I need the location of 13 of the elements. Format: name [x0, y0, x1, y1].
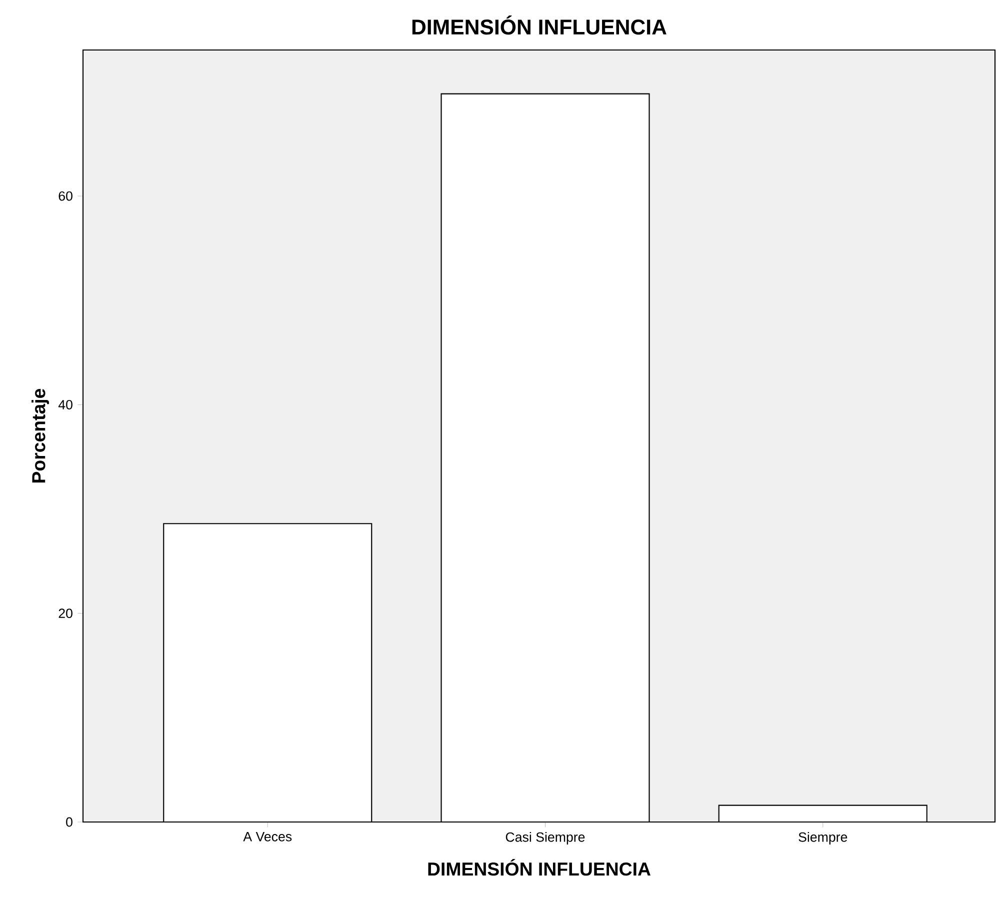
bar: [440, 93, 650, 822]
x-tick-label: A Veces: [243, 832, 292, 842]
y-tick-label: 20: [58, 608, 72, 618]
y-tick-label: 0: [66, 817, 72, 827]
x-tick-label: Siempre: [798, 832, 848, 844]
bar: [163, 523, 372, 822]
y-tick-label: 60: [58, 191, 72, 201]
y-tick-label: 40: [58, 400, 72, 410]
x-tick-label: Casi Siempre: [506, 832, 585, 844]
bar: [718, 804, 928, 822]
y-axis-title: Porcentaje: [32, 388, 49, 482]
x-axis-title: DIMENSIÓN INFLUENCIA: [428, 858, 650, 876]
chart-title: DIMENSIÓN INFLUENCIA: [412, 16, 666, 35]
